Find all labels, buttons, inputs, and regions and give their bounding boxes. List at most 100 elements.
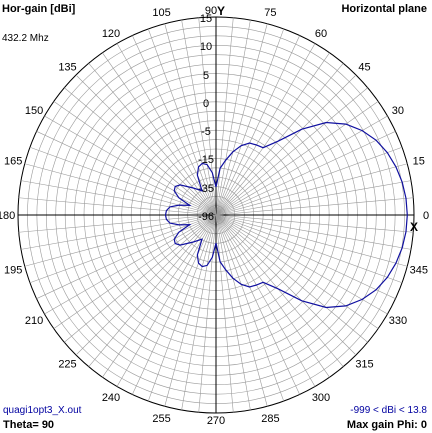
grid-spoke	[181, 214, 217, 411]
grid-spoke	[215, 214, 357, 356]
grid-spoke	[215, 163, 408, 216]
polar-grid	[17, 16, 415, 414]
grid-spoke	[215, 214, 316, 387]
grid-spoke	[215, 214, 396, 299]
grid-spoke	[215, 146, 403, 216]
grid-spoke	[215, 17, 234, 216]
angle-label: 165	[4, 156, 22, 168]
grid-spoke	[75, 214, 217, 356]
grid-spoke	[215, 214, 268, 407]
grid-spoke	[18, 197, 217, 216]
pattern-trace	[164, 121, 408, 309]
angle-label: 120	[102, 28, 120, 40]
grid-spoke	[147, 28, 217, 216]
grid-spoke	[20, 214, 217, 250]
grid-spoke	[36, 131, 217, 216]
radial-label: -35	[198, 183, 214, 195]
grid-spoke	[215, 19, 251, 216]
max-gain-label: Max gain Phi: 0	[346, 419, 427, 431]
grid-spoke	[215, 87, 368, 216]
angle-label: 180	[0, 210, 15, 222]
grid-spoke	[215, 131, 396, 216]
grid-spoke	[215, 214, 414, 233]
angle-label: 300	[312, 392, 330, 404]
grid-spoke	[44, 115, 217, 216]
grid-spoke	[88, 214, 217, 367]
grid-spoke	[132, 35, 217, 216]
radial-label: 15	[200, 13, 212, 25]
grid-spoke	[215, 214, 344, 367]
angle-label: 330	[389, 315, 407, 327]
grid-spoke	[215, 63, 344, 216]
radial-label: 10	[200, 41, 212, 53]
grid-spoke	[102, 52, 217, 216]
angle-label: 195	[4, 264, 22, 276]
grid-spoke	[215, 214, 251, 411]
grid-spoke	[44, 214, 217, 315]
grid-spoke	[215, 28, 285, 216]
radial-label: -5	[201, 126, 211, 138]
grid-spoke	[215, 214, 412, 250]
grid-spoke	[215, 214, 234, 413]
x-axis-marker: X	[410, 220, 419, 234]
angle-labels: 0153045607590105120135150165180195210225…	[0, 5, 429, 427]
angle-label: 60	[315, 28, 327, 40]
angle-label: 0	[423, 210, 429, 222]
grid-spoke	[132, 214, 217, 395]
grid-spoke	[198, 17, 217, 216]
grid-spoke	[215, 23, 268, 216]
angle-label: 240	[102, 392, 120, 404]
angle-label: 75	[264, 7, 276, 19]
grid-spoke	[215, 101, 379, 216]
grid-spoke	[53, 214, 217, 329]
theta-label: Theta= 90	[3, 419, 55, 431]
angle-label: 255	[152, 413, 170, 425]
y-axis-marker: Y	[217, 4, 226, 18]
grid-spoke	[88, 63, 217, 216]
radial-label: -96	[198, 211, 214, 223]
grid-spoke	[64, 87, 217, 216]
grid-spoke	[102, 214, 217, 378]
grid-spoke	[215, 74, 357, 216]
angle-label: 90	[205, 5, 217, 17]
frequency-label: 432.2 Mhz	[2, 33, 49, 44]
grid-spoke	[215, 214, 300, 395]
grid-spoke	[198, 214, 217, 413]
radial-label: 5	[203, 70, 209, 82]
grid-spoke	[215, 180, 412, 216]
grid-spoke	[116, 214, 217, 387]
grid-spoke	[18, 214, 217, 233]
grid-spoke	[215, 214, 330, 378]
gain-range-label: -999 < dBi < 13.8	[350, 405, 427, 416]
grid-spoke	[215, 214, 285, 402]
grid-spoke	[215, 214, 403, 284]
angle-label: 30	[392, 105, 404, 117]
filename-label: quagi1opt3_X.out	[3, 405, 82, 416]
grid-spoke	[215, 214, 388, 315]
grid-spoke	[24, 163, 217, 216]
grid-spoke	[215, 214, 408, 267]
grid-spoke	[164, 214, 217, 407]
angle-label: 345	[410, 264, 428, 276]
angle-label: 270	[207, 415, 225, 427]
grid-spoke	[215, 214, 368, 343]
grid-spoke	[64, 214, 217, 343]
grid-spoke	[215, 197, 414, 216]
gain-pattern	[164, 121, 408, 309]
grid-spoke	[24, 214, 217, 267]
grid-spoke	[215, 35, 300, 216]
angle-label: 315	[355, 359, 373, 371]
angle-label: 45	[358, 62, 370, 74]
grid-spoke	[29, 214, 217, 284]
grid-spoke	[75, 74, 217, 216]
grid-spoke	[215, 43, 316, 216]
grid-spoke	[20, 180, 217, 216]
grid-spoke	[215, 52, 330, 216]
radial-label: 0	[203, 98, 209, 110]
grid-spoke	[36, 214, 217, 299]
angle-label: 105	[152, 7, 170, 19]
grid-spoke	[147, 214, 217, 402]
grid-spoke	[181, 19, 217, 216]
angle-label: 150	[25, 105, 43, 117]
